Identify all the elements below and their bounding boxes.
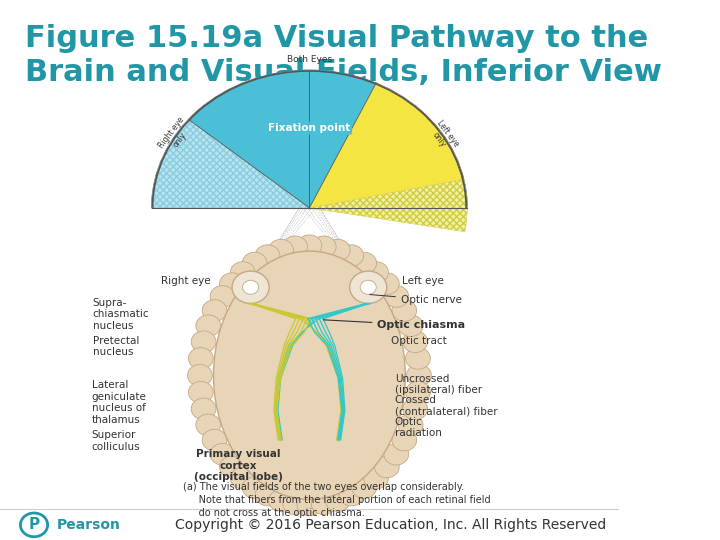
- Circle shape: [269, 239, 294, 261]
- Circle shape: [352, 252, 377, 274]
- Circle shape: [283, 493, 307, 515]
- Text: Optic nerve: Optic nerve: [369, 294, 462, 305]
- Circle shape: [325, 490, 350, 511]
- Circle shape: [339, 245, 364, 266]
- Text: Supra-
chiasmatic
nucleus: Supra- chiasmatic nucleus: [93, 298, 150, 331]
- Circle shape: [402, 331, 428, 353]
- Circle shape: [232, 271, 269, 303]
- Circle shape: [311, 493, 336, 515]
- Text: (a) The visual fields of the two eyes overlap considerably.
     Note that fiber: (a) The visual fields of the two eyes ov…: [183, 482, 490, 518]
- Circle shape: [364, 467, 389, 489]
- Circle shape: [189, 381, 213, 403]
- Circle shape: [189, 348, 213, 369]
- Text: Optic chiasma: Optic chiasma: [323, 320, 466, 330]
- Wedge shape: [189, 70, 376, 208]
- Circle shape: [220, 456, 244, 478]
- Text: Right eye
only: Right eye only: [156, 116, 194, 157]
- Wedge shape: [152, 70, 467, 208]
- Circle shape: [392, 300, 417, 321]
- Circle shape: [392, 429, 417, 451]
- Text: Uncrossed
(ipsilateral) fiber: Uncrossed (ipsilateral) fiber: [395, 374, 482, 395]
- Text: Optic
radiation: Optic radiation: [395, 417, 441, 438]
- Circle shape: [339, 484, 364, 506]
- Ellipse shape: [214, 251, 405, 500]
- Circle shape: [220, 273, 244, 294]
- Circle shape: [374, 273, 399, 294]
- Wedge shape: [152, 119, 310, 208]
- Circle shape: [297, 494, 322, 516]
- Circle shape: [405, 348, 431, 369]
- Circle shape: [230, 262, 255, 284]
- Text: Copyright © 2016 Pearson Education, Inc. All Rights Reserved: Copyright © 2016 Pearson Education, Inc.…: [175, 518, 606, 532]
- Text: Optic tract: Optic tract: [391, 336, 447, 346]
- Circle shape: [242, 477, 267, 498]
- Circle shape: [202, 429, 227, 451]
- Circle shape: [407, 364, 431, 386]
- Circle shape: [20, 513, 48, 537]
- Text: P: P: [29, 517, 40, 532]
- Circle shape: [374, 456, 399, 478]
- Circle shape: [405, 381, 431, 403]
- Circle shape: [210, 286, 235, 307]
- Circle shape: [398, 414, 423, 436]
- Text: Pretectal
nucleus: Pretectal nucleus: [93, 336, 139, 357]
- Circle shape: [255, 245, 280, 266]
- Text: Both Eyes: Both Eyes: [287, 55, 332, 64]
- Text: Fixation point: Fixation point: [269, 123, 351, 133]
- Circle shape: [210, 443, 235, 465]
- Text: Left eye: Left eye: [402, 276, 444, 286]
- Circle shape: [352, 477, 377, 498]
- Circle shape: [242, 252, 267, 274]
- Circle shape: [311, 236, 336, 258]
- Circle shape: [196, 414, 220, 436]
- Circle shape: [364, 262, 389, 284]
- Circle shape: [360, 280, 377, 294]
- Circle shape: [202, 300, 227, 321]
- Text: Left eye
only: Left eye only: [426, 118, 461, 154]
- Circle shape: [384, 286, 409, 307]
- Circle shape: [230, 467, 255, 489]
- Circle shape: [350, 271, 387, 303]
- Text: Pearson: Pearson: [57, 518, 121, 532]
- Circle shape: [402, 398, 428, 420]
- Circle shape: [196, 315, 220, 336]
- Circle shape: [269, 490, 294, 511]
- Text: Primary visual
cortex
(occipital lobe): Primary visual cortex (occipital lobe): [194, 449, 283, 482]
- Circle shape: [192, 398, 216, 420]
- Circle shape: [283, 236, 307, 258]
- Wedge shape: [152, 70, 467, 208]
- Wedge shape: [310, 83, 467, 208]
- Circle shape: [255, 484, 280, 506]
- Text: Lateral
geniculate
nucleus of
thalamus: Lateral geniculate nucleus of thalamus: [91, 380, 146, 424]
- Circle shape: [192, 331, 216, 353]
- Text: Right eye: Right eye: [161, 276, 210, 286]
- Circle shape: [187, 364, 212, 386]
- Circle shape: [384, 443, 409, 465]
- Circle shape: [297, 235, 322, 256]
- Text: Superior
colliculus: Superior colliculus: [91, 430, 140, 452]
- Circle shape: [398, 315, 423, 336]
- Text: Figure 15.19a Visual Pathway to the
Brain and Visual Fields, Inferior View: Figure 15.19a Visual Pathway to the Brai…: [24, 24, 662, 87]
- Wedge shape: [310, 179, 467, 232]
- Circle shape: [243, 280, 258, 294]
- Text: Crossed
(contralateral) fiber: Crossed (contralateral) fiber: [395, 395, 498, 417]
- Circle shape: [325, 239, 350, 261]
